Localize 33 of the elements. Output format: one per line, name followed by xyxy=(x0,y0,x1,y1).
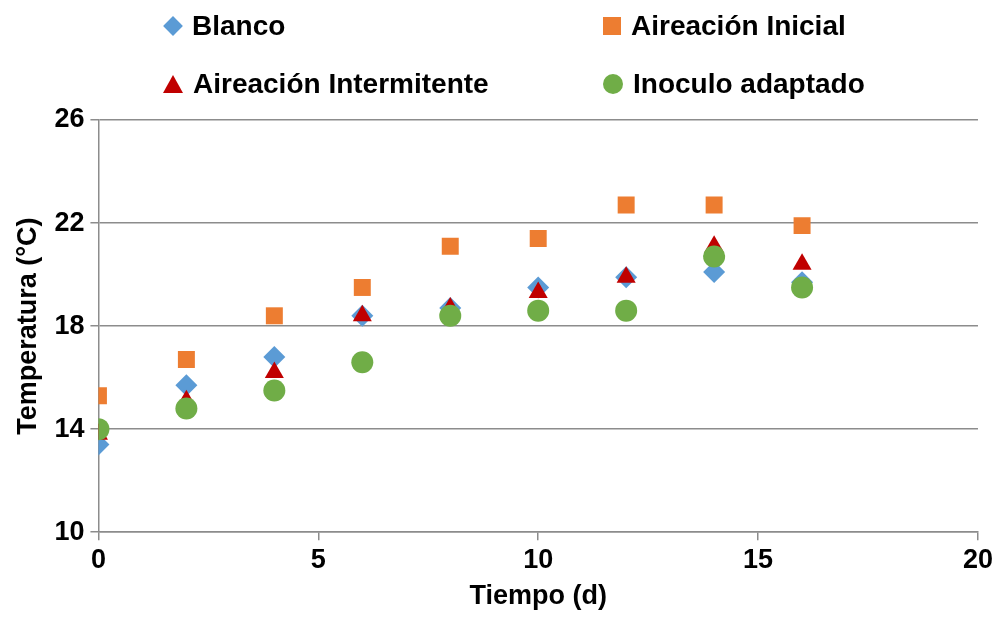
x-axis-title: Tiempo (d) xyxy=(469,580,607,611)
y-tick-label: 22 xyxy=(54,206,85,237)
point xyxy=(441,237,459,255)
point xyxy=(791,276,814,299)
legend-label: Aireación Intermitente xyxy=(193,68,489,100)
legend-label: Blanco xyxy=(192,10,286,42)
point xyxy=(439,304,462,327)
point xyxy=(263,379,286,402)
x-tick-label: 5 xyxy=(310,543,326,574)
point xyxy=(615,299,638,322)
point xyxy=(529,230,547,247)
point xyxy=(175,397,198,420)
point xyxy=(703,245,726,268)
legend-label: Aireación Inicial xyxy=(631,10,846,42)
point xyxy=(265,307,283,325)
x-tick-label: 15 xyxy=(743,543,774,574)
y-tick-label: 18 xyxy=(54,309,85,340)
y-tick-label: 14 xyxy=(54,412,85,443)
y-tick-label: 26 xyxy=(54,103,85,134)
x-tick-label: 0 xyxy=(90,543,106,574)
point xyxy=(175,374,198,397)
point xyxy=(793,217,811,235)
x-tick-label: 20 xyxy=(962,543,994,574)
x-tick-label: 10 xyxy=(523,543,554,574)
point xyxy=(527,299,550,322)
point xyxy=(353,278,371,296)
point xyxy=(177,351,195,369)
point xyxy=(705,196,723,214)
point xyxy=(617,196,635,214)
y-tick-label: 10 xyxy=(54,515,85,546)
y-axis-title: Temperatura (°C) xyxy=(11,217,42,435)
point xyxy=(351,351,374,374)
legend-label: Inoculo adaptado xyxy=(633,68,865,100)
